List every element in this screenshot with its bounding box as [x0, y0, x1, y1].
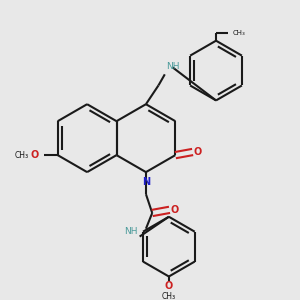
Text: NH: NH: [124, 227, 138, 236]
Text: CH₃: CH₃: [233, 30, 246, 36]
Text: NH: NH: [167, 62, 180, 71]
Text: O: O: [170, 205, 178, 215]
Text: O: O: [30, 150, 38, 160]
Text: N: N: [142, 177, 150, 187]
Text: O: O: [193, 147, 202, 157]
Text: CH₃: CH₃: [15, 151, 29, 160]
Text: O: O: [165, 281, 173, 291]
Text: CH₃: CH₃: [162, 292, 176, 300]
